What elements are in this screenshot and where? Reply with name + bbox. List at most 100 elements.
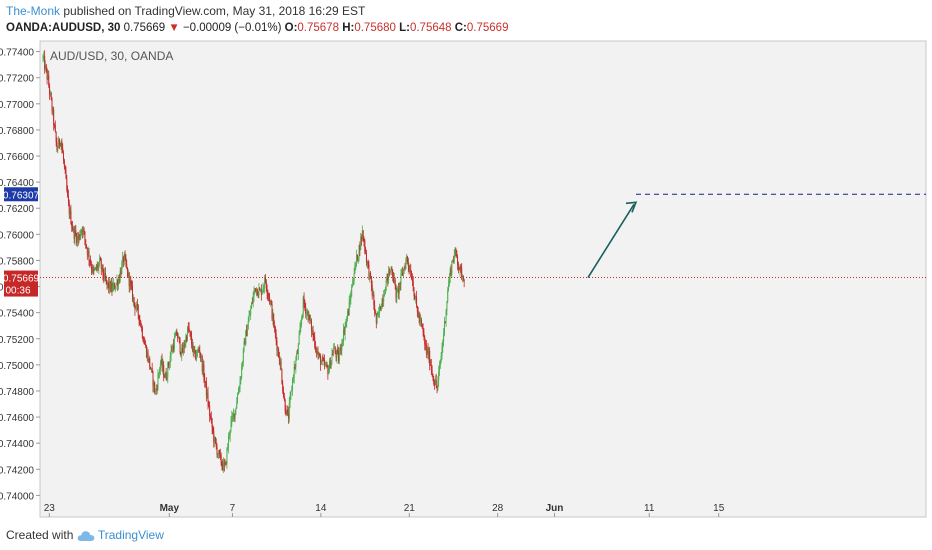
candle-body bbox=[343, 329, 345, 335]
candle-body bbox=[184, 343, 186, 348]
candle-body bbox=[379, 306, 381, 311]
candle-body bbox=[402, 272, 404, 276]
candle-body bbox=[289, 396, 291, 404]
candle-body bbox=[338, 351, 340, 361]
candle-body bbox=[351, 286, 353, 297]
candle-body bbox=[167, 362, 169, 378]
candle-body bbox=[102, 264, 104, 275]
tradingview-cloud-icon bbox=[77, 531, 95, 541]
y-tick-label: 0.76800 bbox=[0, 126, 34, 137]
candle-body bbox=[356, 254, 358, 264]
candle-body bbox=[78, 234, 80, 240]
chart-pane[interactable] bbox=[39, 40, 927, 518]
candle-body bbox=[162, 364, 164, 368]
candle-body bbox=[255, 288, 257, 292]
candle-body bbox=[143, 341, 145, 344]
candle-body bbox=[157, 374, 159, 389]
candle-body bbox=[326, 363, 328, 367]
candle-body bbox=[368, 264, 370, 279]
candle-body bbox=[177, 335, 179, 339]
candle-body bbox=[55, 131, 57, 142]
candle-body bbox=[324, 364, 326, 366]
candle-body bbox=[121, 262, 123, 275]
candle-body bbox=[94, 269, 96, 271]
candle-body bbox=[90, 261, 92, 265]
candle-body bbox=[259, 288, 261, 291]
candle-body bbox=[70, 210, 72, 225]
candle-body bbox=[364, 240, 366, 252]
candle-body bbox=[425, 344, 427, 346]
candle-body bbox=[161, 359, 163, 368]
candle-body bbox=[433, 379, 435, 385]
candle-body bbox=[145, 345, 147, 358]
candle-body bbox=[318, 354, 320, 356]
candle-body bbox=[447, 289, 449, 302]
candle-body bbox=[450, 269, 452, 274]
candle-body bbox=[214, 437, 216, 443]
candle-body bbox=[261, 290, 263, 295]
candle-body bbox=[131, 285, 133, 300]
candle-body bbox=[129, 280, 131, 287]
candle-body bbox=[430, 365, 432, 371]
low-value: 0.75648 bbox=[409, 22, 452, 34]
target-price-badge bbox=[4, 187, 38, 202]
candle-body bbox=[312, 329, 314, 337]
candle-body bbox=[424, 337, 426, 345]
candles bbox=[42, 50, 465, 474]
candle-body bbox=[436, 385, 438, 389]
open-value: 0.75678 bbox=[297, 22, 339, 34]
candle-body bbox=[248, 315, 250, 322]
candle-body bbox=[246, 330, 248, 337]
candle-body bbox=[214, 437, 216, 442]
candle-body bbox=[251, 302, 253, 304]
candle-body bbox=[171, 350, 173, 352]
candle-body bbox=[260, 289, 262, 295]
candle-body bbox=[333, 348, 335, 355]
candle-body bbox=[49, 85, 51, 94]
y-tick-label: 0.76400 bbox=[0, 178, 34, 189]
y-tick-label: 0.74000 bbox=[0, 491, 34, 502]
candle-body bbox=[307, 311, 309, 321]
candle-body bbox=[186, 327, 188, 341]
candle-body bbox=[408, 266, 410, 271]
candle-body bbox=[206, 392, 208, 397]
candle-body bbox=[425, 345, 427, 354]
candle-body bbox=[437, 380, 439, 389]
candle-body bbox=[56, 141, 58, 151]
candle-body bbox=[66, 178, 68, 190]
candle-body bbox=[417, 312, 419, 318]
candle-body bbox=[116, 280, 118, 284]
symbol-label: OANDA:AUDUSD, 30 bbox=[6, 22, 121, 34]
candle-body bbox=[276, 341, 278, 351]
candle-body bbox=[122, 257, 124, 263]
x-tick-label: 21 bbox=[404, 503, 416, 514]
candle-body bbox=[159, 369, 161, 374]
candle-body bbox=[405, 259, 407, 269]
projection-arrow[interactable] bbox=[587, 203, 635, 278]
candle-body bbox=[69, 210, 71, 215]
candle-body bbox=[344, 326, 346, 335]
author-link[interactable]: The-Monk bbox=[6, 4, 61, 18]
candle-body bbox=[99, 258, 101, 264]
candle-body bbox=[409, 269, 411, 271]
low-label: L: bbox=[399, 22, 410, 34]
candle-body bbox=[117, 280, 119, 286]
tradingview-brand[interactable]: TradingView bbox=[97, 528, 164, 542]
candle-body bbox=[153, 382, 155, 387]
candle-body bbox=[397, 288, 399, 292]
candle-body bbox=[173, 345, 175, 350]
candle-body bbox=[294, 366, 296, 368]
candle-body bbox=[175, 331, 177, 336]
candle-body bbox=[189, 330, 191, 333]
candle-body bbox=[226, 449, 228, 465]
candle-body bbox=[461, 267, 463, 278]
candle-body bbox=[246, 328, 248, 337]
candle-body bbox=[411, 279, 413, 282]
candle-body bbox=[302, 296, 304, 314]
candle-body bbox=[58, 138, 60, 145]
candle-body bbox=[420, 319, 422, 324]
candle-body bbox=[275, 334, 277, 342]
candle-body bbox=[59, 144, 61, 146]
candle-body bbox=[354, 263, 356, 274]
